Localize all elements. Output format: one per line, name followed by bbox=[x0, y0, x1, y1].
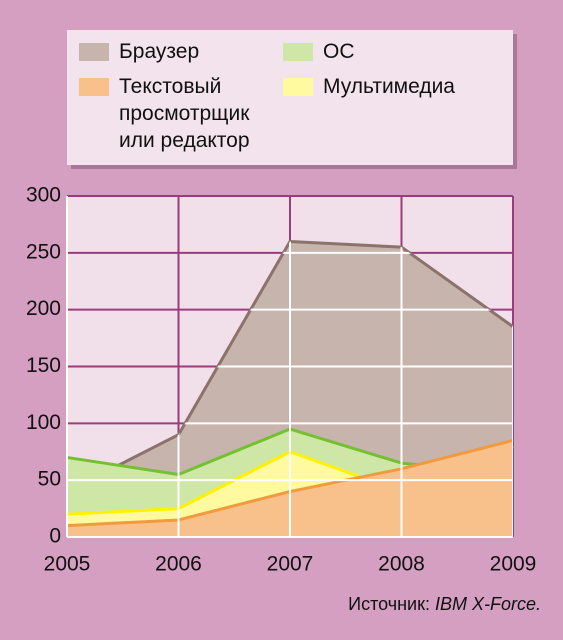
legend-label: ОС bbox=[323, 40, 355, 63]
source-name: IBM X-Force. bbox=[434, 594, 541, 614]
y-tick-label: 100 bbox=[26, 411, 61, 434]
legend-swatch bbox=[79, 43, 109, 61]
x-tick-label: 2007 bbox=[267, 553, 314, 576]
source-label: Источник: bbox=[348, 594, 430, 614]
y-tick-label: 250 bbox=[26, 240, 61, 263]
x-tick-label: 2005 bbox=[44, 553, 91, 576]
x-tick-label: 2008 bbox=[378, 553, 425, 576]
legend-label: Мультимедиа bbox=[323, 75, 455, 98]
legend-swatch bbox=[79, 78, 109, 96]
legend: Браузер ОС Текстовый просмотрщик или редак… bbox=[67, 30, 513, 165]
y-tick-label: 0 bbox=[49, 525, 61, 548]
y-tick-label: 300 bbox=[26, 184, 61, 207]
y-tick-label: 200 bbox=[26, 297, 61, 320]
legend-label: Браузер bbox=[119, 40, 200, 63]
legend-swatch bbox=[283, 78, 313, 96]
source: Источник: IBM X-Force. bbox=[348, 594, 541, 615]
y-tick-label: 50 bbox=[38, 468, 61, 491]
legend-label: Текстовый просмотрщик или редактор bbox=[119, 75, 250, 152]
y-tick-label: 150 bbox=[26, 354, 61, 377]
legend-swatch bbox=[283, 43, 313, 61]
x-tick-label: 2006 bbox=[155, 553, 202, 576]
legend-item: Браузер bbox=[67, 38, 271, 65]
x-tick-label: 2009 bbox=[490, 553, 537, 576]
legend-item: Текстовый просмотрщик или редактор bbox=[67, 73, 271, 154]
legend-item: ОС bbox=[271, 38, 501, 65]
legend-item: Мультимедиа bbox=[271, 73, 501, 154]
